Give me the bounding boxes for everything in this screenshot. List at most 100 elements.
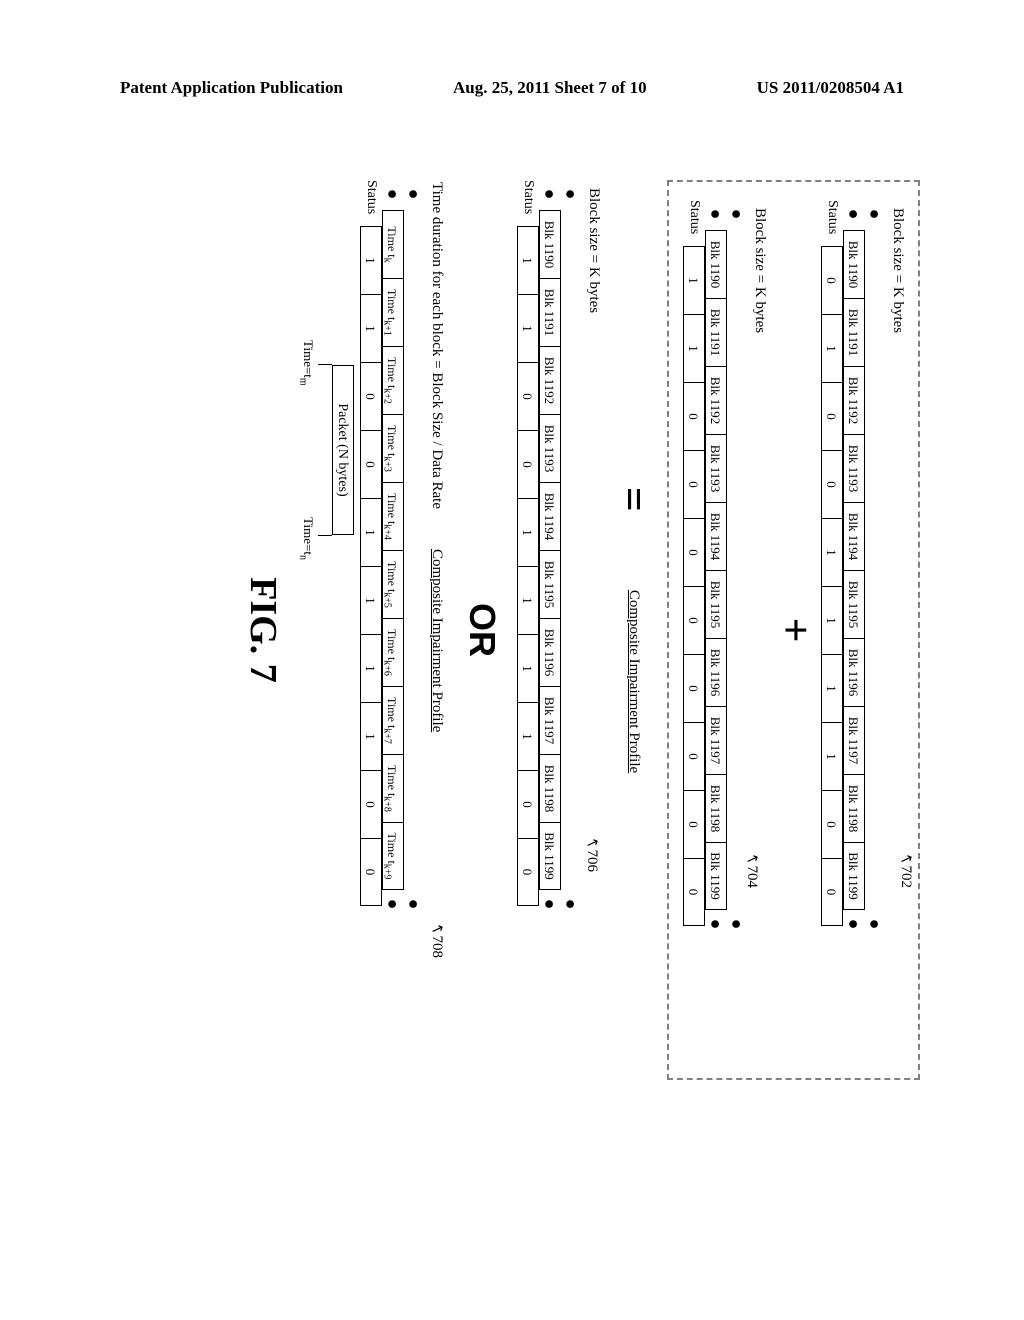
block-header-cell: Blk 1196 bbox=[843, 638, 865, 706]
block-header-cell: Blk 1191 bbox=[539, 278, 561, 346]
status-cell: 0 bbox=[683, 790, 705, 858]
time-tm-label: Time=tm bbox=[297, 340, 316, 386]
plus-operator: + bbox=[770, 200, 821, 1060]
block-header-cell: Blk 1190 bbox=[705, 230, 727, 298]
block-header-cell: Blk 1194 bbox=[705, 502, 727, 570]
time-duration-label: Time duration for each block = Block Siz… bbox=[428, 182, 445, 509]
status-cell: 1 bbox=[683, 246, 705, 314]
ellipsis-icon: ● ● bbox=[705, 200, 747, 230]
status-label: Status bbox=[360, 180, 382, 226]
block-header-cell: Blk 1192 bbox=[705, 366, 727, 434]
table-706-header-row: ● ● Blk 1190Blk 1191Blk 1192Blk 1193Blk … bbox=[539, 180, 581, 1080]
equals-operator: = bbox=[608, 487, 659, 512]
status-cell: 0 bbox=[517, 430, 539, 498]
status-cell: 1 bbox=[517, 702, 539, 770]
status-cell: 1 bbox=[517, 498, 539, 566]
page-header: Patent Application Publication Aug. 25, … bbox=[0, 78, 1024, 98]
ellipsis-icon: ● ● bbox=[382, 890, 424, 920]
status-cell: 0 bbox=[360, 770, 382, 838]
ref-706: ↘706 bbox=[583, 837, 602, 872]
status-cell: 1 bbox=[683, 314, 705, 382]
status-cell: 1 bbox=[517, 566, 539, 634]
table-702-status-row: Status 0100111100 bbox=[821, 200, 843, 1060]
status-cell: 0 bbox=[683, 382, 705, 450]
status-cell: 0 bbox=[821, 858, 843, 926]
composite-title-706: Composite Impairment Profile bbox=[625, 590, 642, 773]
status-cell: 1 bbox=[821, 586, 843, 654]
time-header-cell: Time tk+8 bbox=[382, 754, 404, 822]
block-header-cell: Blk 1199 bbox=[705, 842, 727, 910]
header-right: US 2011/0208504 A1 bbox=[757, 78, 904, 98]
block-size-label-706: Block size = K bytes bbox=[585, 188, 602, 1080]
packet-time-labels: Time=tm Time=tn bbox=[297, 340, 316, 560]
status-cell: 1 bbox=[517, 634, 539, 702]
figure-7: Block size = K bytes ↘702 ● ● Blk 1190Bl… bbox=[120, 280, 1020, 980]
status-label: Status bbox=[821, 200, 843, 246]
block-header-cell: Blk 1193 bbox=[705, 434, 727, 502]
header-left: Patent Application Publication bbox=[120, 78, 343, 98]
status-cell: 1 bbox=[360, 702, 382, 770]
block-header-cell: Blk 1190 bbox=[843, 230, 865, 298]
time-header-cell: Time tk+1 bbox=[382, 278, 404, 346]
block-header-cell: Blk 1195 bbox=[539, 550, 561, 618]
status-cell: 0 bbox=[821, 790, 843, 858]
time-header-cell: Time tk+6 bbox=[382, 618, 404, 686]
block-header-cell: Blk 1194 bbox=[539, 482, 561, 550]
status-cell: 0 bbox=[683, 586, 705, 654]
status-label: Status bbox=[683, 200, 705, 246]
time-header-cell: Time tk bbox=[382, 210, 404, 278]
ref-708: ↘708 bbox=[428, 923, 447, 958]
status-cell: 1 bbox=[360, 498, 382, 566]
status-cell: 1 bbox=[821, 314, 843, 382]
ellipsis-icon: ● ● bbox=[382, 180, 424, 210]
block-header-cell: Blk 1199 bbox=[843, 842, 865, 910]
block-header-cell: Blk 1190 bbox=[539, 210, 561, 278]
status-cell: 1 bbox=[360, 294, 382, 362]
header-center: Aug. 25, 2011 Sheet 7 of 10 bbox=[453, 78, 647, 98]
block-header-cell: Blk 1198 bbox=[843, 774, 865, 842]
status-cell: 1 bbox=[821, 654, 843, 722]
status-cell: 0 bbox=[517, 362, 539, 430]
ref-702: ↘702 bbox=[897, 853, 916, 888]
block-header-cell: Blk 1192 bbox=[539, 346, 561, 414]
status-cell: 0 bbox=[683, 654, 705, 722]
status-cell: 0 bbox=[517, 770, 539, 838]
status-cell: 0 bbox=[821, 450, 843, 518]
ellipsis-icon: ● ● bbox=[843, 910, 885, 940]
block-header-cell: Blk 1192 bbox=[843, 366, 865, 434]
block-header-cell: Blk 1194 bbox=[843, 502, 865, 570]
block-header-cell: Blk 1196 bbox=[539, 618, 561, 686]
dashed-enclosure: Block size = K bytes ↘702 ● ● Blk 1190Bl… bbox=[667, 180, 920, 1080]
time-header-cell: Time tk+7 bbox=[382, 686, 404, 754]
block-header-cell: Blk 1191 bbox=[843, 298, 865, 366]
status-cell: 1 bbox=[360, 566, 382, 634]
block-header-cell: Blk 1191 bbox=[705, 298, 727, 366]
time-header-cell: Time tk+2 bbox=[382, 346, 404, 414]
block-header-cell: Blk 1195 bbox=[705, 570, 727, 638]
block-header-cell: Blk 1199 bbox=[539, 822, 561, 890]
table-704-header-row: ● ● Blk 1190Blk 1191Blk 1192Blk 1193Blk … bbox=[705, 200, 747, 1060]
ellipsis-icon: ● ● bbox=[705, 910, 747, 940]
block-header-cell: Blk 1197 bbox=[843, 706, 865, 774]
block-size-label-702: Block size = K bytes bbox=[889, 208, 906, 1060]
table-702-header-row: ● ● Blk 1190Blk 1191Blk 1192Blk 1193Blk … bbox=[843, 200, 885, 1060]
block-header-cell: Blk 1198 bbox=[705, 774, 727, 842]
packet-bracket bbox=[316, 340, 332, 560]
status-cell: 0 bbox=[683, 450, 705, 518]
table-704-status-row: Status 1100000000 bbox=[683, 200, 705, 1060]
block-header-cell: Blk 1193 bbox=[843, 434, 865, 502]
time-header-cell: Time tk+3 bbox=[382, 414, 404, 482]
or-operator: OR bbox=[461, 180, 503, 1080]
status-cell: 0 bbox=[683, 518, 705, 586]
status-cell: 0 bbox=[360, 838, 382, 906]
block-header-cell: Blk 1197 bbox=[705, 706, 727, 774]
status-cell: 1 bbox=[360, 634, 382, 702]
status-cell: 0 bbox=[821, 246, 843, 314]
block-header-cell: Blk 1195 bbox=[843, 570, 865, 638]
packet-diagram: Packet (N bytes) Time=tm Time=tn bbox=[297, 300, 354, 600]
status-cell: 1 bbox=[517, 226, 539, 294]
packet-box: Packet (N bytes) bbox=[332, 365, 354, 535]
figure-caption: FIG. 7 bbox=[241, 180, 285, 1080]
status-cell: 0 bbox=[821, 382, 843, 450]
time-header-cell: Time tk+9 bbox=[382, 822, 404, 890]
